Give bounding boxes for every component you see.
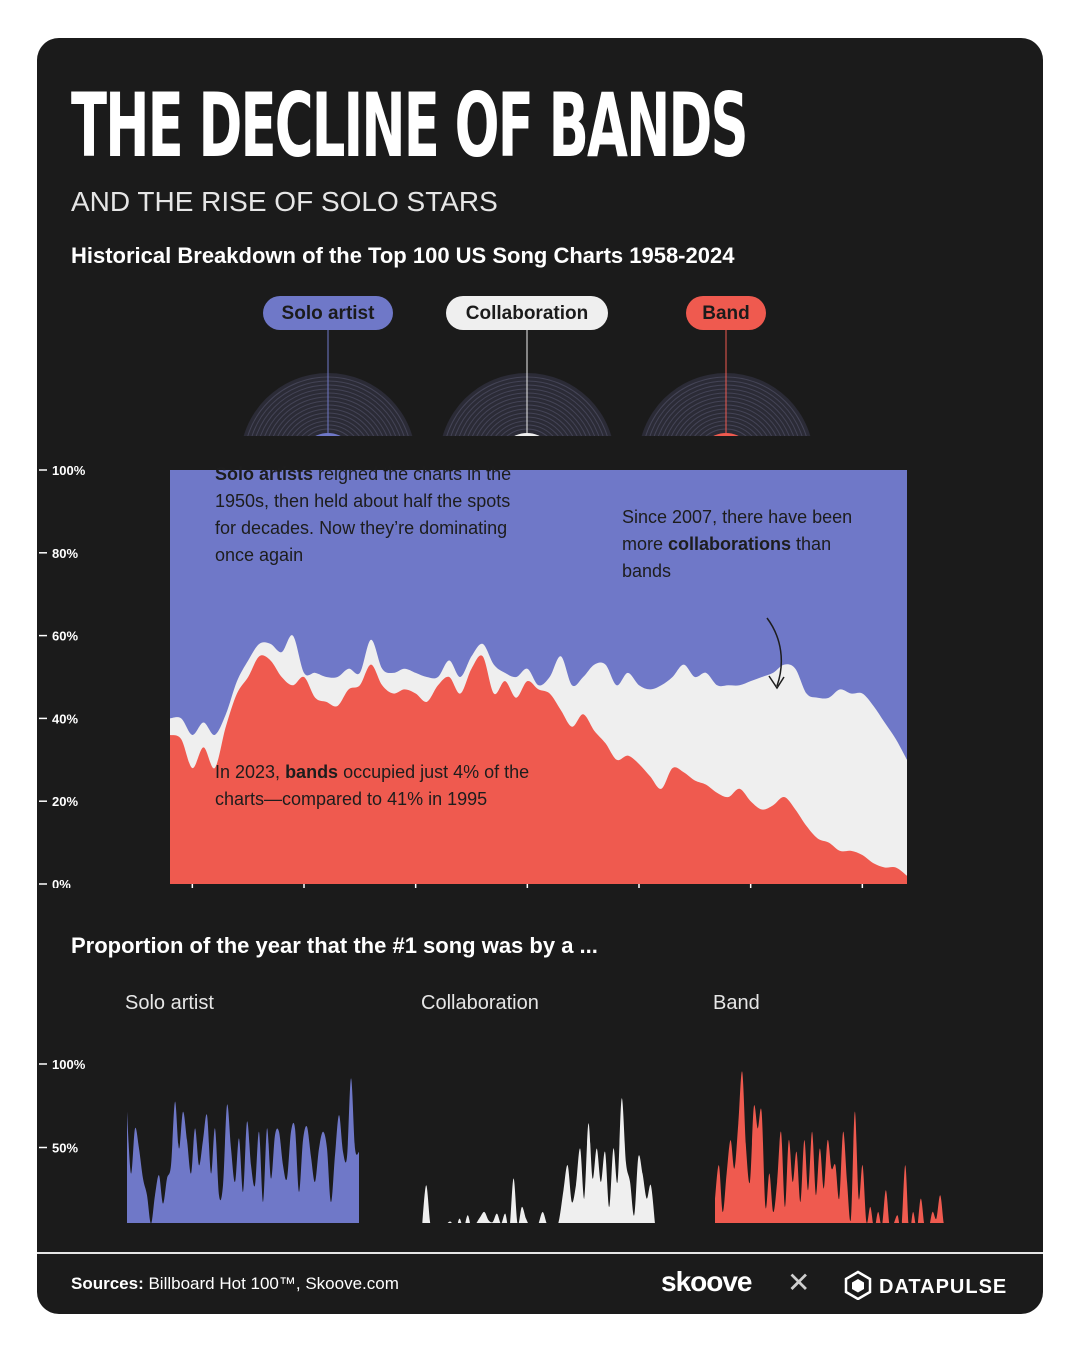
- mini-title-solo: Solo artist: [125, 992, 214, 1014]
- legend-item-collaboration: Collaboration: [442, 296, 612, 436]
- legend-pill: [263, 296, 393, 330]
- band-annotation: In 2023, bands occupied just 4% of the c…: [215, 759, 575, 813]
- legend: Solo artist Collaboration Band: [243, 296, 811, 436]
- solo-annotation-bold: Solo artists: [215, 464, 314, 484]
- band-annotation-post: occupied just 4% of the charts—compared …: [215, 762, 530, 809]
- legend-label: Collaboration: [466, 303, 588, 324]
- y-tick-label: 40%: [52, 711, 78, 726]
- sources-text: Billboard Hot 100™, Skoove.com: [143, 1274, 399, 1293]
- sources: Sources: Billboard Hot 100™, Skoove.com: [71, 1274, 399, 1294]
- legend-item-band: Band: [641, 296, 811, 436]
- main-stacked-area-chart: 0%20%40%60%80%100%1960197019801990200020…: [39, 463, 907, 888]
- y-tick-label: 60%: [52, 629, 78, 644]
- arrow-head-icon: [768, 675, 785, 690]
- legend-label: Solo artist: [282, 303, 376, 324]
- collab-annotation: Since 2007, there have been more collabo…: [622, 504, 882, 585]
- footer: Sources: Billboard Hot 100™, Skoove.com …: [37, 1252, 1043, 1314]
- datapulse-logo-icon: [844, 1270, 872, 1300]
- mini-area-band: [715, 1071, 944, 1223]
- mini-y-tick-label: 50%: [52, 1141, 78, 1156]
- mini-charts-title: Proportion of the year that the #1 song …: [71, 933, 598, 958]
- page-subtitle: AND THE RISE OF SOLO STARS: [71, 186, 498, 217]
- main-chart-title: Historical Breakdown of the Top 100 US S…: [71, 243, 735, 268]
- infographic-card: THE DECLINE OF BANDS AND THE RISE OF SOL…: [37, 38, 1043, 1314]
- sources-label: Sources:: [71, 1274, 144, 1293]
- legend-pill: [686, 296, 766, 330]
- area-band: [170, 655, 907, 884]
- mini-title-collab: Collaboration: [421, 992, 539, 1014]
- page-title: THE DECLINE OF BANDS: [71, 74, 749, 177]
- solo-annotation: Solo artists reigned the charts in the 1…: [215, 461, 515, 569]
- skoove-logo: skoove: [661, 1266, 752, 1297]
- mini-area-solo: [127, 1078, 359, 1223]
- y-tick-label: 100%: [52, 463, 86, 478]
- collab-annotation-bold: collaborations: [668, 534, 792, 554]
- legend-pill: [446, 296, 608, 330]
- band-annotation-bold: bands: [285, 762, 339, 782]
- solo-annotation-text: reigned the charts in the 1950s, then he…: [215, 464, 512, 565]
- mini-title-band: Band: [713, 992, 760, 1014]
- annotation-arrow-icon: [766, 617, 783, 687]
- legend-item-solo-artist: Solo artist: [243, 296, 413, 436]
- y-tick-label: 80%: [52, 546, 78, 561]
- y-tick-label: 0%: [52, 877, 71, 888]
- collab-annotation-pre: Since 2007, there have been more: [622, 507, 853, 554]
- mini-area-charts: 0%50%100%1960198020002020196019802000202…: [39, 1057, 944, 1223]
- legend-label: Band: [702, 303, 750, 324]
- brand-separator-icon: ✕: [787, 1267, 811, 1298]
- collab-annotation-post: than bands: [622, 534, 832, 581]
- mini-y-tick-label: 100%: [52, 1057, 86, 1072]
- mini-area-collaboration: [422, 1098, 655, 1223]
- y-tick-label: 20%: [52, 794, 78, 809]
- band-annotation-pre: In 2023,: [215, 762, 286, 782]
- datapulse-logo: DATAPULSE: [879, 1276, 1008, 1298]
